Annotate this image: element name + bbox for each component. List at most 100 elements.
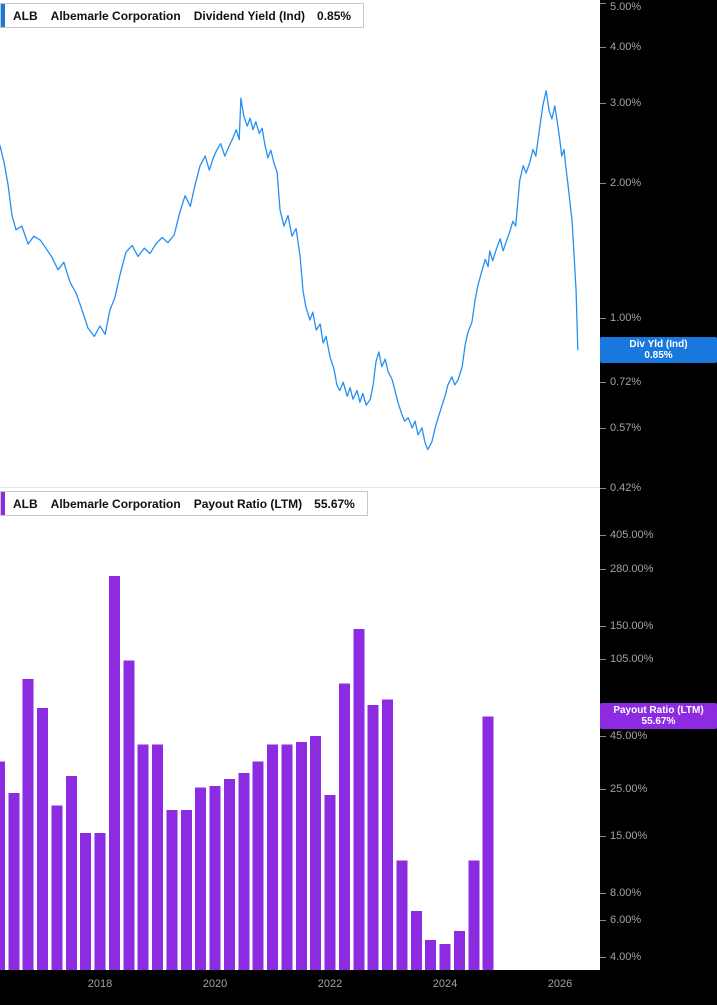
axis-tick-label: 405.00% (610, 529, 654, 541)
payout-ratio-bar (338, 683, 350, 970)
axis-tick-label: 15.00% (610, 830, 648, 842)
axis-tick-label: 4.00% (610, 41, 642, 53)
time-axis-label: 2022 (317, 978, 343, 990)
axis-tick (600, 659, 606, 660)
axis-tick (600, 382, 606, 383)
time-axis-label: 2026 (547, 978, 573, 990)
payout-ratio-bar (468, 860, 480, 970)
tag-title: Div Yld (Ind) (629, 339, 688, 350)
axis-tick (600, 836, 606, 837)
payout-ratio-bar (166, 809, 178, 970)
time-axis-label: 2024 (432, 978, 458, 990)
time-axis[interactable]: 2018 2020 2022 2024 2026 (0, 970, 717, 1005)
payout-ratio-bar (51, 805, 63, 970)
payout-ratio-bar (396, 860, 408, 970)
axis-tick (600, 736, 606, 737)
axis-tick-label: 1.00% (610, 312, 642, 324)
axis-tick (600, 626, 606, 627)
panel-divider (0, 487, 600, 488)
payout-ratio-bar (137, 744, 149, 970)
axis-tick-label: 25.00% (610, 783, 648, 795)
payout-ratio-bar (252, 761, 264, 970)
tag-value: 55.67% (641, 716, 676, 727)
series-color-accent (1, 492, 5, 515)
payout-ratio-bar (439, 943, 451, 970)
payout-ratio-bar (223, 779, 235, 970)
payout-ratio-bar (108, 575, 120, 970)
dividend-yield-legend[interactable]: ALB Albemarle Corporation Dividend Yield… (0, 3, 365, 28)
payout-ratio-bar (80, 833, 92, 970)
time-axis-label: 2020 (202, 978, 228, 990)
axis-tick (600, 893, 606, 894)
axis-tick (600, 920, 606, 921)
time-axis-label: 2018 (87, 978, 113, 990)
axis-tick-label: 5.00% (610, 1, 642, 13)
payout-ratio-bar (382, 699, 393, 970)
payout-ratio-bar (0, 761, 5, 970)
metric-name: Payout Ratio (LTM) (193, 496, 303, 511)
value-axis[interactable]: 5.00% 4.00% 3.00% 2.00% 1.00% 0.72% 0.57% 0.42%… (600, 0, 717, 1005)
metric-name: Dividend Yield (Ind) (193, 8, 306, 23)
metric-value: 0.85% (317, 8, 352, 23)
axis-tick (600, 428, 606, 429)
axis-tick (600, 3, 606, 4)
tag-value: 0.85% (644, 350, 673, 361)
axis-tick (600, 103, 606, 104)
axis-tick-label: 8.00% (610, 887, 642, 899)
payout-ratio-bar (22, 678, 34, 970)
payout-ratio-bars (0, 575, 494, 970)
payout-ratio-bar (281, 744, 293, 970)
metric-value: 55.67% (314, 496, 355, 511)
payout-ratio-bar (8, 793, 20, 970)
chart-plot-area[interactable] (0, 0, 600, 970)
payout-ratio-bar (37, 708, 48, 970)
payout-ratio-bar (482, 716, 494, 970)
axis-tick-label: 0.72% (610, 376, 642, 388)
payout-ratio-bar (267, 744, 278, 970)
ticker-symbol: ALB (13, 496, 38, 511)
payout-ratio-bar (353, 629, 365, 970)
axis-tick-label: 3.00% (610, 97, 642, 109)
payout-ratio-bar (123, 660, 135, 970)
payout-ratio-bar (453, 930, 465, 970)
axis-tick (600, 535, 606, 536)
axis-tick (600, 488, 606, 489)
ticker-symbol: ALB (13, 8, 38, 23)
series-color-accent (1, 4, 5, 27)
payout-ratio-bar (324, 795, 336, 970)
payout-ratio-axis-tag: Payout Ratio (LTM) 55.67% (600, 703, 717, 729)
dividend-yield-line (0, 90, 579, 451)
axis-tick-label: 150.00% (610, 620, 654, 632)
axis-tick (600, 47, 606, 48)
axis-tick-label: 45.00% (610, 730, 648, 742)
payout-ratio-bar (94, 833, 106, 970)
payout-ratio-bar (410, 910, 422, 970)
payout-ratio-bar (65, 775, 77, 970)
axis-tick (600, 183, 606, 184)
company-name: Albemarle Corporation (50, 496, 181, 511)
axis-tick-label: 0.57% (610, 422, 642, 434)
axis-tick-label: 105.00% (610, 653, 654, 665)
axis-tick-label: 0.42% (610, 482, 642, 494)
tag-title: Payout Ratio (LTM) (613, 705, 704, 716)
payout-ratio-bar (238, 772, 250, 970)
payout-ratio-bar (295, 742, 307, 970)
payout-ratio-bar (310, 735, 322, 970)
axis-tick-label: 280.00% (610, 563, 654, 575)
axis-tick (600, 318, 606, 319)
axis-tick (600, 957, 606, 958)
axis-tick-label: 6.00% (610, 914, 642, 926)
company-name: Albemarle Corporation (50, 8, 181, 23)
dividend-yield-axis-tag: Div Yld (Ind) 0.85% (600, 337, 717, 363)
payout-ratio-bar (367, 705, 379, 970)
payout-ratio-bar (180, 809, 192, 970)
payout-ratio-bar (195, 787, 207, 970)
payout-ratio-legend[interactable]: ALB Albemarle Corporation Payout Ratio (… (0, 491, 368, 516)
axis-tick-label: 4.00% (610, 951, 642, 963)
axis-tick (600, 789, 606, 790)
payout-ratio-bar (425, 939, 437, 970)
axis-tick (600, 569, 606, 570)
payout-ratio-bar (209, 785, 221, 970)
payout-ratio-bar (152, 744, 163, 970)
